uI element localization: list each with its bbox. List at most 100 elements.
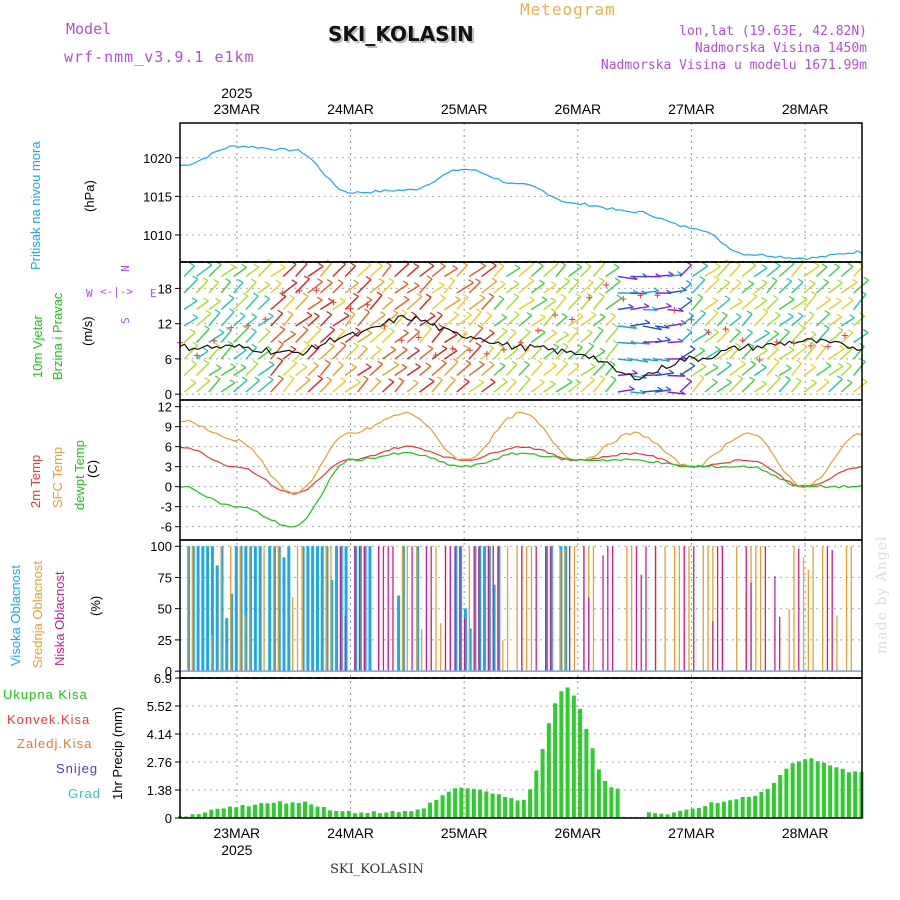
- wind-barb-feather: [237, 279, 244, 284]
- wind-barb-shaft: [319, 379, 333, 393]
- wind-barb-feather: [550, 308, 557, 313]
- date-labels: 23MAR 23MAR 24MAR 24MAR 25MAR 25MAR 26MAR 26MAR…: [213, 85, 828, 858]
- wind-barb-feather: [798, 257, 805, 262]
- wind-barb-shaft: [630, 305, 650, 311]
- wind-barb-shaft: [853, 331, 869, 344]
- wind-barb-shaft: [716, 282, 731, 294]
- wind-barb-feather: [328, 342, 335, 347]
- precip-bar: [265, 803, 270, 818]
- wind-barb-shaft: [419, 327, 432, 343]
- wind-barb-shaft: [716, 381, 733, 393]
- wind-barb-feather: [774, 374, 781, 379]
- wind-barb-feather: [834, 263, 840, 268]
- wind-barb-feather: [315, 325, 322, 330]
- wind-barb-shaft: [555, 316, 568, 327]
- wind-barb-feather: [825, 295, 831, 300]
- precip-bar: [390, 810, 395, 818]
- wind-barb-shaft: [853, 315, 866, 327]
- wind-barb-feather: [810, 363, 816, 368]
- wind-barb-feather: [426, 275, 433, 280]
- wind-barb-shaft: [456, 314, 473, 327]
- wind-barb-feather: [440, 294, 446, 299]
- precip-bar: [803, 759, 808, 818]
- wind-barb-shaft: [270, 282, 282, 294]
- cloud-bar: [272, 546, 275, 672]
- wind-barb-feather: [737, 374, 743, 379]
- wind-barb-shaft: [580, 365, 596, 377]
- wind-barb-shaft: [530, 265, 544, 278]
- wind-barb-feather: [288, 374, 295, 380]
- wind-barb-shaft: [555, 345, 569, 360]
- wind-barb-shaft: [431, 265, 446, 278]
- cloud-bar: [545, 546, 547, 672]
- cloud-bar: [249, 546, 253, 672]
- wind-barb-feather: [240, 363, 247, 369]
- wind-barb-shaft: [692, 331, 710, 344]
- wind-barb-feather: [590, 362, 596, 367]
- wind-barb-feather: [203, 359, 210, 364]
- wind-barb-shaft: [716, 262, 731, 277]
- precip-bar: [290, 802, 295, 818]
- wind-barb-shaft: [655, 339, 671, 344]
- cloud-bar: [201, 546, 205, 672]
- wind-barb-feather: [712, 297, 719, 302]
- wind-barb-feather: [313, 312, 320, 317]
- wind-barb-shaft: [307, 281, 323, 294]
- cloud-bar: [716, 546, 719, 672]
- wind-barb-shaft: [419, 265, 435, 278]
- wind-barb-shaft: [840, 382, 853, 393]
- wind-barb-shaft: [567, 381, 582, 393]
- wind-speed-line: [179, 314, 863, 381]
- cloud-bar: [244, 616, 246, 672]
- wind-barb-feather: [230, 263, 236, 268]
- wind-barb-shaft: [506, 267, 521, 278]
- wind-barb-feather: [846, 345, 853, 350]
- cloud-bar: [850, 546, 852, 672]
- y-tick-label: -6: [160, 520, 172, 535]
- wind-barb-shaft: [220, 366, 236, 377]
- wind-barb-feather: [365, 275, 372, 281]
- precip-bar: [228, 806, 233, 818]
- precip-bar: [303, 801, 308, 818]
- wind-barb-feather: [577, 343, 583, 348]
- cloud-bar: [225, 618, 229, 672]
- wind-barb-shaft: [803, 344, 817, 360]
- wind-barb-shaft: [691, 279, 706, 294]
- wind-barb-feather: [410, 311, 417, 316]
- wind-barb-feather: [491, 277, 498, 282]
- wind-barb-shaft: [729, 345, 741, 360]
- wind-barb-feather: [227, 341, 234, 346]
- cloud-bar: [387, 546, 389, 672]
- wind-barb-shaft: [580, 295, 593, 310]
- cloud-bar: [826, 546, 829, 672]
- wind-barb-feather: [250, 278, 257, 283]
- wind-barb-feather: [747, 328, 753, 333]
- wind-barb-feather: [204, 377, 211, 382]
- wind-barb-feather: [228, 294, 235, 299]
- wind-barb-feather: [463, 378, 470, 383]
- wind-barb-shaft: [630, 322, 651, 327]
- wind-barb-feather: [700, 363, 707, 368]
- wind-barb-shaft: [431, 327, 445, 343]
- wind-barb-shaft: [183, 300, 198, 311]
- wind-barb-feather: [686, 297, 693, 302]
- wind-barb-feather: [837, 362, 844, 367]
- wind-barb-shaft: [394, 380, 405, 393]
- wind-barb-shaft: [307, 378, 324, 393]
- cloud-bar: [549, 546, 552, 672]
- wind-barb-shaft: [791, 380, 802, 393]
- wind-barb-feather: [416, 293, 423, 298]
- wind-barb-shaft: [369, 380, 382, 393]
- cloud-bar: [416, 546, 418, 672]
- wind-barb-feather: [499, 280, 506, 285]
- precip-bar: [528, 789, 533, 818]
- precip-bar: [809, 758, 814, 818]
- wind-barb-feather: [613, 323, 619, 328]
- wind-barb-shaft: [381, 381, 395, 393]
- wind-barb-shaft: [481, 332, 495, 344]
- wind-barb-feather: [788, 296, 795, 301]
- y-tick-label: 1015: [143, 189, 172, 204]
- wind-barb-feather: [326, 311, 332, 316]
- wind-barb-feather: [488, 329, 495, 334]
- cloud-bar: [568, 546, 571, 672]
